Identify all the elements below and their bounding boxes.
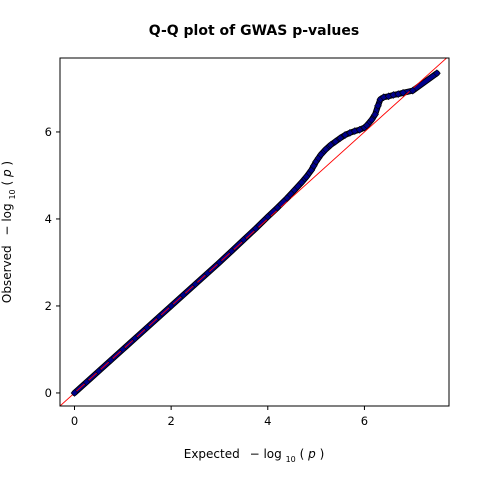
- x-axis-label: Expected − log 10 ( p ): [184, 447, 325, 465]
- x-axis-label-base: 10: [286, 455, 296, 464]
- data-point: [179, 291, 188, 299]
- data-point: [374, 102, 382, 110]
- x-axis-label-open-paren: (: [300, 447, 305, 461]
- y-axis-label-minus: −: [0, 226, 14, 236]
- y-axis-label-base: 10: [8, 189, 17, 199]
- x-axis-label-minus: −: [250, 447, 260, 461]
- data-point: [70, 389, 79, 397]
- data-point: [321, 145, 330, 154]
- data-point: [143, 323, 151, 332]
- data-point: [290, 186, 299, 195]
- data-point: [371, 110, 379, 119]
- x-axis-label-prefix: Expected: [184, 447, 240, 461]
- data-point: [239, 236, 248, 244]
- plot-marks: [60, 58, 448, 406]
- x-tick-label: 6: [361, 414, 368, 428]
- chart-title: Q-Q plot of GWAS p-values: [149, 23, 359, 39]
- y-axis: 0 2 4 6: [45, 125, 60, 400]
- x-tick-label: 0: [71, 414, 78, 428]
- data-point: [399, 88, 407, 97]
- data-point: [203, 269, 212, 278]
- data-point: [331, 137, 340, 146]
- data-point: [297, 178, 306, 187]
- data-point: [302, 172, 311, 181]
- data-point: [131, 334, 139, 343]
- y-axis-label-log: log: [0, 203, 14, 221]
- data-point: [94, 367, 103, 376]
- y-axis-label-open-paren: (: [0, 181, 14, 186]
- y-tick-label: 0: [45, 386, 52, 400]
- data-point: [273, 203, 282, 212]
- data-point: [336, 134, 345, 142]
- data-point: [317, 150, 325, 159]
- y-axis-label: Observed − log 10 ( p ): [0, 161, 18, 303]
- data-point: [106, 356, 115, 365]
- data-point: [167, 302, 175, 310]
- data-point: [326, 141, 335, 149]
- data-point: [263, 212, 272, 221]
- data-point: [227, 247, 236, 255]
- data-point: [215, 258, 224, 267]
- x-tick-label: 2: [167, 414, 174, 428]
- y-tick-label: 4: [45, 212, 52, 226]
- x-tick-label: 4: [264, 414, 271, 428]
- data-point: [363, 121, 371, 130]
- x-axis: 0 2 4 6: [71, 406, 368, 428]
- y-tick-label: 6: [45, 125, 52, 139]
- data-point: [191, 280, 200, 289]
- data-point: [283, 194, 291, 202]
- y-axis-label-close-paren: ): [0, 161, 14, 166]
- y-axis-label-prefix: Observed: [0, 245, 14, 303]
- data-point: [251, 224, 260, 233]
- plot-frame: [59, 57, 450, 407]
- data-point: [118, 345, 127, 354]
- data-point: [155, 313, 163, 321]
- x-axis-label-var: p: [307, 447, 316, 461]
- x-axis-label-close-paren: ): [320, 447, 325, 461]
- plot-content: [60, 58, 448, 406]
- y-tick-label: 2: [45, 299, 52, 313]
- data-point: [433, 69, 441, 78]
- data-point: [408, 86, 417, 95]
- y-axis-label-var: p: [0, 169, 14, 178]
- data-point: [82, 378, 91, 386]
- x-axis-label-log: log: [263, 447, 281, 461]
- data-point: [367, 115, 376, 124]
